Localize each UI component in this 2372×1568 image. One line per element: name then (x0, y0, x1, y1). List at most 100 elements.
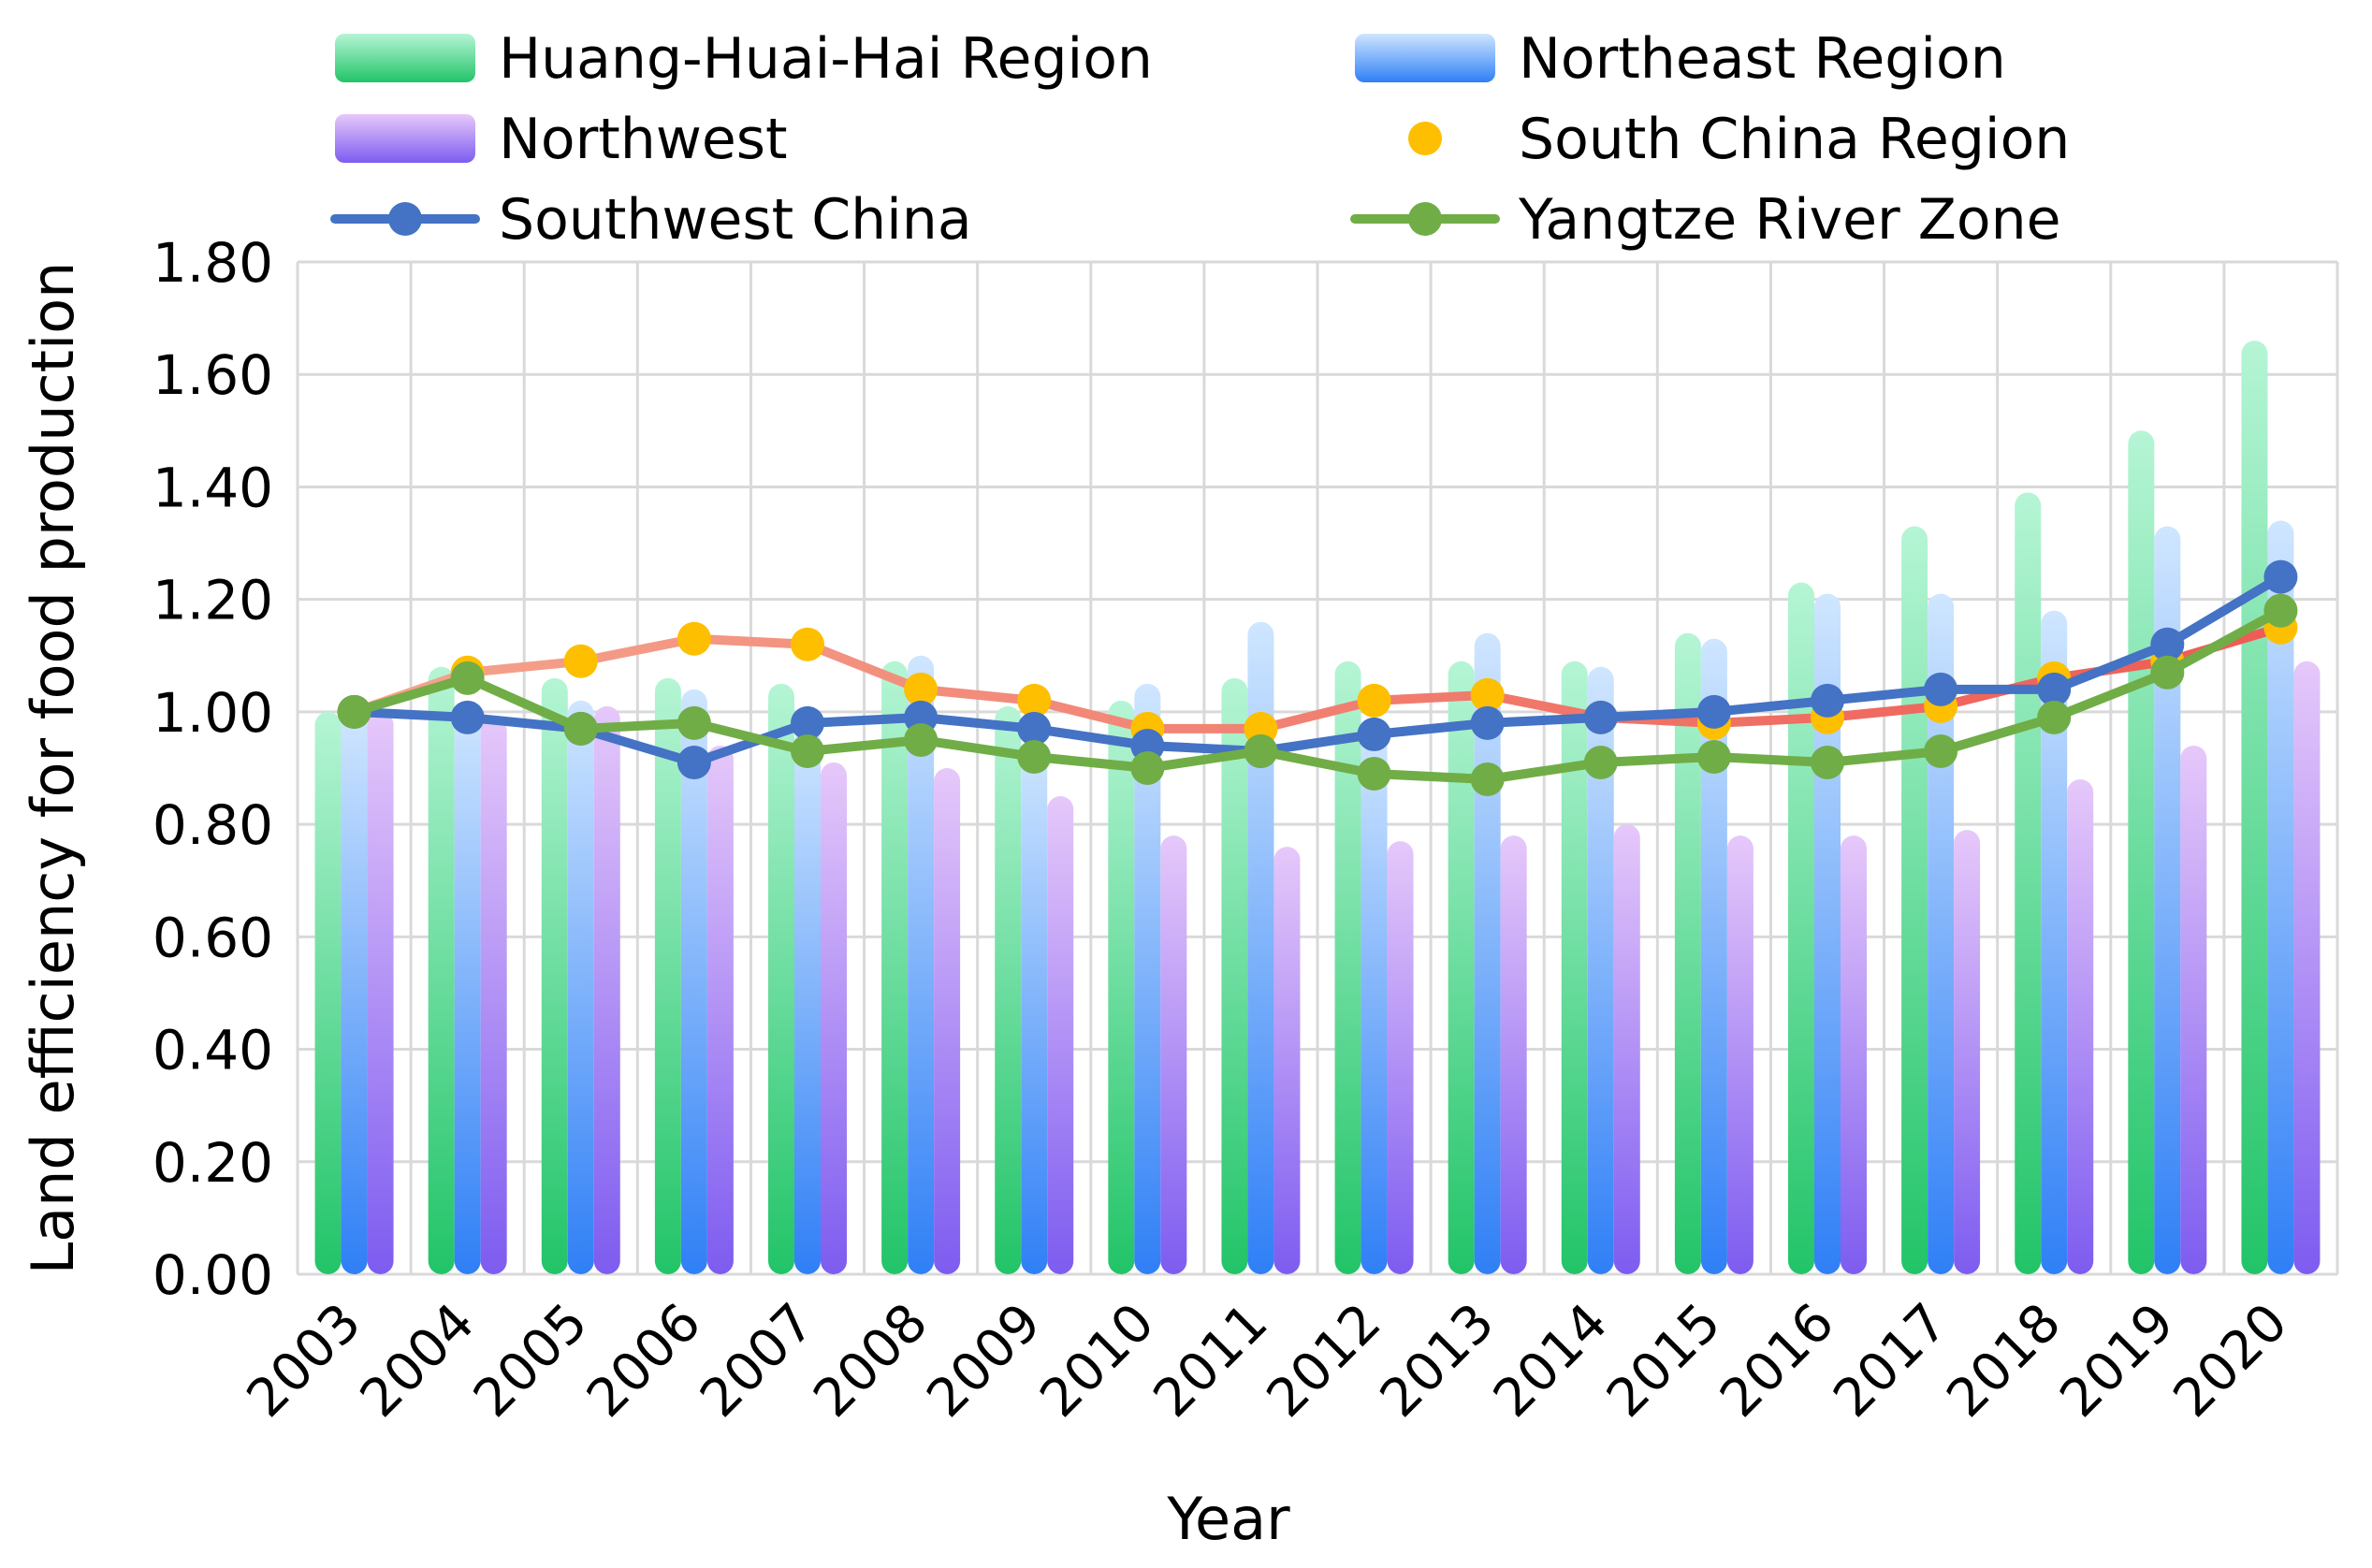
data-point (1811, 683, 1844, 718)
bar (1021, 745, 1048, 1274)
x-tick-label: 2007 (689, 1292, 826, 1430)
bar (881, 661, 909, 1274)
y-tick-label: 1.00 (153, 681, 273, 745)
bar (934, 768, 961, 1274)
data-point (1357, 757, 1391, 791)
bar (1221, 677, 1248, 1274)
data-point (1811, 745, 1844, 779)
bar (2180, 745, 2207, 1274)
data-point (1696, 694, 1731, 729)
bar (454, 705, 481, 1274)
bar (1448, 661, 1475, 1274)
bar (1613, 824, 1640, 1274)
bar (794, 728, 821, 1274)
legend-label: Southwest China (499, 187, 972, 253)
bar (567, 700, 594, 1274)
bar (2154, 526, 2181, 1274)
bar (2293, 661, 2321, 1274)
bar (768, 683, 794, 1274)
x-tick-label: 2012 (1256, 1292, 1393, 1430)
legend-item: Northeast Region (1355, 26, 2006, 92)
data-point (791, 733, 824, 768)
bar (1160, 835, 1187, 1274)
data-point (791, 705, 824, 740)
bar (2241, 341, 2268, 1275)
x-axis-title: Year (1166, 1485, 1290, 1553)
bar (680, 689, 707, 1274)
y-axis-title: Land efficiency for food production (19, 262, 87, 1275)
bar (341, 711, 368, 1274)
x-tick-label: 2003 (236, 1292, 373, 1430)
data-point (1470, 705, 1505, 740)
bar (1134, 683, 1161, 1274)
bar (1587, 666, 1614, 1274)
data-point (1470, 762, 1505, 797)
bar (1047, 796, 1074, 1274)
data-point (1924, 672, 1958, 706)
legend-item: Yangtze River Zone (1350, 187, 2061, 253)
bar (593, 705, 620, 1274)
x-tick-label: 2008 (802, 1292, 939, 1430)
legend-swatch-bar (335, 34, 475, 82)
data-point (677, 705, 711, 740)
bar (1901, 526, 1928, 1274)
x-tick-label: 2020 (2162, 1292, 2300, 1430)
x-tick-label: 2004 (349, 1292, 487, 1430)
bar (995, 705, 1022, 1274)
data-point (1017, 711, 1052, 746)
series-line (349, 622, 2286, 733)
bar (1334, 661, 1361, 1274)
bar (428, 666, 455, 1274)
bar (654, 677, 681, 1274)
legend-label: Northeast Region (1519, 26, 2006, 92)
data-point (2037, 672, 2072, 706)
y-tick-label: 1.40 (153, 456, 273, 519)
legend-label: Huang-Huai-Hai Region (499, 26, 1153, 92)
line-series-2 (337, 593, 2298, 797)
legend-swatch-bar (335, 114, 475, 163)
data-point (1924, 733, 1958, 768)
bar (821, 762, 847, 1274)
y-tick-label: 1.60 (153, 343, 273, 407)
bar (541, 677, 568, 1274)
data-point (677, 621, 711, 656)
y-tick-label: 1.20 (153, 569, 273, 632)
bar-series-2 (367, 661, 2321, 1274)
data-point (2150, 655, 2185, 690)
bar (1387, 841, 1414, 1274)
legend-item: Northwest (335, 107, 788, 172)
bar (2041, 610, 2068, 1274)
legend-swatch-marker (1408, 202, 1442, 236)
legend-swatch-bar (1355, 34, 1495, 82)
bar (480, 717, 507, 1274)
x-tick-label: 2016 (1709, 1292, 1846, 1430)
x-tick-label: 2013 (1369, 1292, 1506, 1430)
bar (1273, 847, 1301, 1274)
series-line (349, 605, 2286, 785)
y-tick-label: 0.20 (153, 1131, 273, 1195)
bar (1674, 632, 1701, 1274)
line-series-1 (337, 559, 2298, 779)
bar (2067, 779, 2094, 1274)
data-point (791, 627, 824, 661)
data-point (563, 644, 598, 678)
data-point (1470, 677, 1505, 712)
bar (1108, 700, 1135, 1274)
bar (1726, 835, 1754, 1274)
bar (1561, 661, 1588, 1274)
data-point (677, 745, 711, 779)
x-tick-label: 2011 (1142, 1292, 1280, 1430)
data-point (2037, 700, 2072, 734)
data-point (450, 700, 485, 734)
bar (2015, 492, 2042, 1274)
x-tick-label: 2015 (1595, 1292, 1733, 1430)
bar-series-0 (314, 341, 2268, 1275)
x-tick-label: 2010 (1028, 1292, 1166, 1430)
data-point (1696, 739, 1731, 774)
x-tick-label: 2014 (1482, 1292, 1620, 1430)
y-tick-label: 1.80 (153, 231, 273, 295)
data-point (1583, 745, 1618, 779)
bar (2128, 430, 2155, 1274)
legend: Huang-Huai-Hai Region Northeast Region Nor… (330, 26, 2070, 253)
